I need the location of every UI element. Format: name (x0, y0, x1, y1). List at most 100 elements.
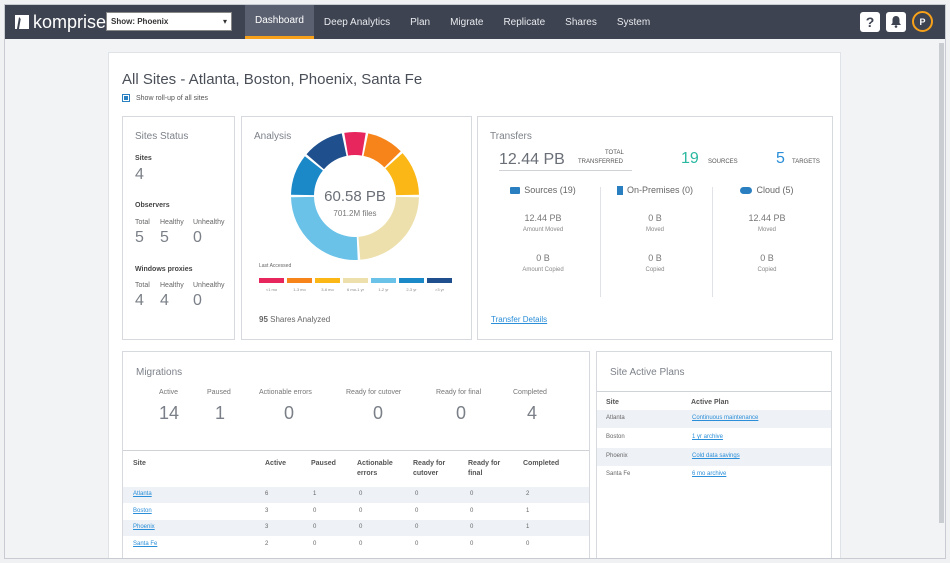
bell-icon[interactable] (886, 11, 906, 32)
transfer-col-onprem: On-Premises (0) 0 B Moved 0 B Copied (596, 185, 714, 273)
migrations-title: Migrations (136, 367, 183, 378)
nav-shares[interactable]: Shares (565, 16, 597, 28)
donut-slice[interactable] (358, 196, 419, 260)
col-completed[interactable]: Completed (523, 460, 560, 467)
nav-plan[interactable]: Plan (410, 16, 431, 28)
logo-mark-icon (15, 15, 29, 29)
row-completed: 2 (526, 491, 530, 497)
col-actionable-errors[interactable]: Actionable errors (357, 460, 393, 477)
transfer-col-cloud: Cloud (5) 12.44 PB Moved 0 B Copied (708, 185, 826, 273)
sources-moved-label: Amount Moved (522, 227, 564, 233)
legend-swatch (427, 278, 452, 283)
col-site[interactable]: Site (606, 399, 619, 406)
row-final: 0 (470, 508, 474, 514)
mig-completed-value: 4 (527, 403, 538, 423)
proxies-total: 4 (135, 292, 144, 309)
mig-cutover-value: 0 (373, 403, 384, 423)
plan-link[interactable]: Cold data savings (692, 453, 740, 459)
top-nav-bar: komprise Show: Phoenix ▾ Dashboard Deep … (5, 5, 945, 39)
mig-cutover-label: Ready for cutover (346, 389, 402, 396)
list-item: Atlanta Continuous maintenance (597, 410, 831, 428)
onprem-copied-value: 0 B (648, 253, 662, 263)
mig-paused-label: Paused (207, 389, 231, 396)
legend-label: 2-3 yr (406, 287, 417, 292)
rollup-checkbox[interactable]: Show roll-up of all sites (122, 94, 208, 102)
row-completed: 1 (526, 508, 530, 514)
table-row: Santa Fe 2 0 0 0 0 0 (123, 537, 589, 553)
observers-unhealthy: 0 (193, 229, 202, 246)
transfers-title: Transfers (490, 131, 532, 142)
proxies-unhealthy: 0 (193, 292, 202, 309)
sources-value: 19 (681, 150, 699, 167)
nav-replicate[interactable]: Replicate (503, 16, 546, 28)
app-window: komprise Show: Phoenix ▾ Dashboard Deep … (4, 4, 946, 559)
row-site-link[interactable]: Boston (133, 508, 152, 514)
row-site-link[interactable]: Phoenix (133, 524, 155, 530)
donut-slice[interactable] (385, 153, 419, 196)
row-final: 0 (470, 524, 474, 530)
analysis-card: Analysis 60.58 PB 701.2M files Last Acce… (241, 116, 472, 340)
cloud-col-title: Cloud (5) (756, 185, 794, 195)
col-ready-final[interactable]: Ready for final (468, 460, 501, 477)
donut-slice[interactable] (363, 133, 401, 168)
scrollbar[interactable] (939, 43, 944, 523)
col-active-plan[interactable]: Active Plan (691, 399, 729, 406)
donut-slice[interactable] (291, 156, 323, 196)
col-ready-cutover[interactable]: Ready for cutover (413, 460, 446, 477)
checkbox-icon[interactable] (122, 94, 130, 102)
plan-site: Atlanta (606, 415, 625, 421)
sites-status-title: Sites Status (135, 131, 189, 142)
sources-copied-label: Amount Copied (522, 267, 564, 273)
transfers-total-value: 12.44 PB (499, 151, 565, 168)
nav-migrate[interactable]: Migrate (450, 16, 484, 28)
donut-slice[interactable] (306, 133, 347, 170)
row-paused: 0 (313, 508, 317, 514)
active-plans-title: Site Active Plans (610, 367, 685, 378)
dashboard-panel: All Sites - Atlanta, Boston, Phoenix, Sa… (108, 52, 841, 558)
row-cutover: 0 (415, 491, 419, 497)
mig-active-value: 14 (159, 403, 180, 423)
mig-errors-value: 0 (284, 403, 295, 423)
analysis-files: 701.2M files (333, 209, 377, 218)
cloud-icon (740, 186, 753, 194)
access-donut-chart[interactable] (288, 129, 422, 263)
shares-label: Shares Analyzed (270, 315, 331, 324)
row-site-link[interactable]: Santa Fe (133, 541, 158, 547)
site-select-dropdown[interactable]: Show: Phoenix ▾ (106, 12, 232, 31)
sites-status-card: Sites Status Sites 4 Observers Total Hea… (122, 116, 235, 340)
sources-col-title: Sources (19) (524, 185, 576, 195)
plan-link[interactable]: 6 mo archive (692, 471, 727, 477)
row-active: 6 (265, 491, 269, 497)
transferred-label: TRANSFERRED (578, 159, 624, 165)
site-active-plans-card: Site Active Plans Site Active Plan Atlan… (596, 351, 832, 558)
building-icon (616, 185, 623, 195)
col-paused[interactable]: Paused (311, 460, 336, 467)
cloud-copied-value: 0 B (760, 253, 774, 263)
donut-slice[interactable] (291, 196, 358, 260)
row-active: 3 (265, 508, 269, 514)
legend-label: 3-6 mo (321, 287, 334, 292)
legend-label: <1 mo (265, 287, 278, 292)
help-icon[interactable]: ? (860, 11, 880, 32)
plan-link[interactable]: 1 yr archive (692, 434, 724, 440)
logo-text: komprise (33, 11, 107, 32)
donut-slice[interactable] (344, 132, 366, 156)
plan-link[interactable]: Continuous maintenance (692, 415, 759, 421)
col-site[interactable]: Site (133, 460, 146, 467)
mig-completed-label: Completed (513, 389, 547, 396)
user-avatar[interactable]: P (912, 11, 933, 32)
list-item: Boston 1 yr archive (597, 429, 831, 447)
legend-swatch (259, 278, 284, 283)
table-row: Atlanta 6 1 0 0 0 2 (123, 487, 589, 503)
komprise-logo[interactable]: komprise (15, 11, 106, 33)
legend-swatch (315, 278, 340, 283)
nav-dashboard[interactable]: Dashboard (245, 5, 314, 39)
nav-deep-analytics[interactable]: Deep Analytics (323, 16, 391, 28)
observers-healthy-label: Healthy (160, 219, 184, 226)
migrations-table-header: Site Active Paused Actionable errors Rea… (123, 450, 589, 488)
transfer-details-link[interactable]: Transfer Details (491, 315, 548, 324)
folder-icon (510, 186, 521, 194)
row-site-link[interactable]: Atlanta (133, 491, 152, 497)
nav-system[interactable]: System (616, 16, 651, 28)
col-active[interactable]: Active (265, 460, 287, 467)
